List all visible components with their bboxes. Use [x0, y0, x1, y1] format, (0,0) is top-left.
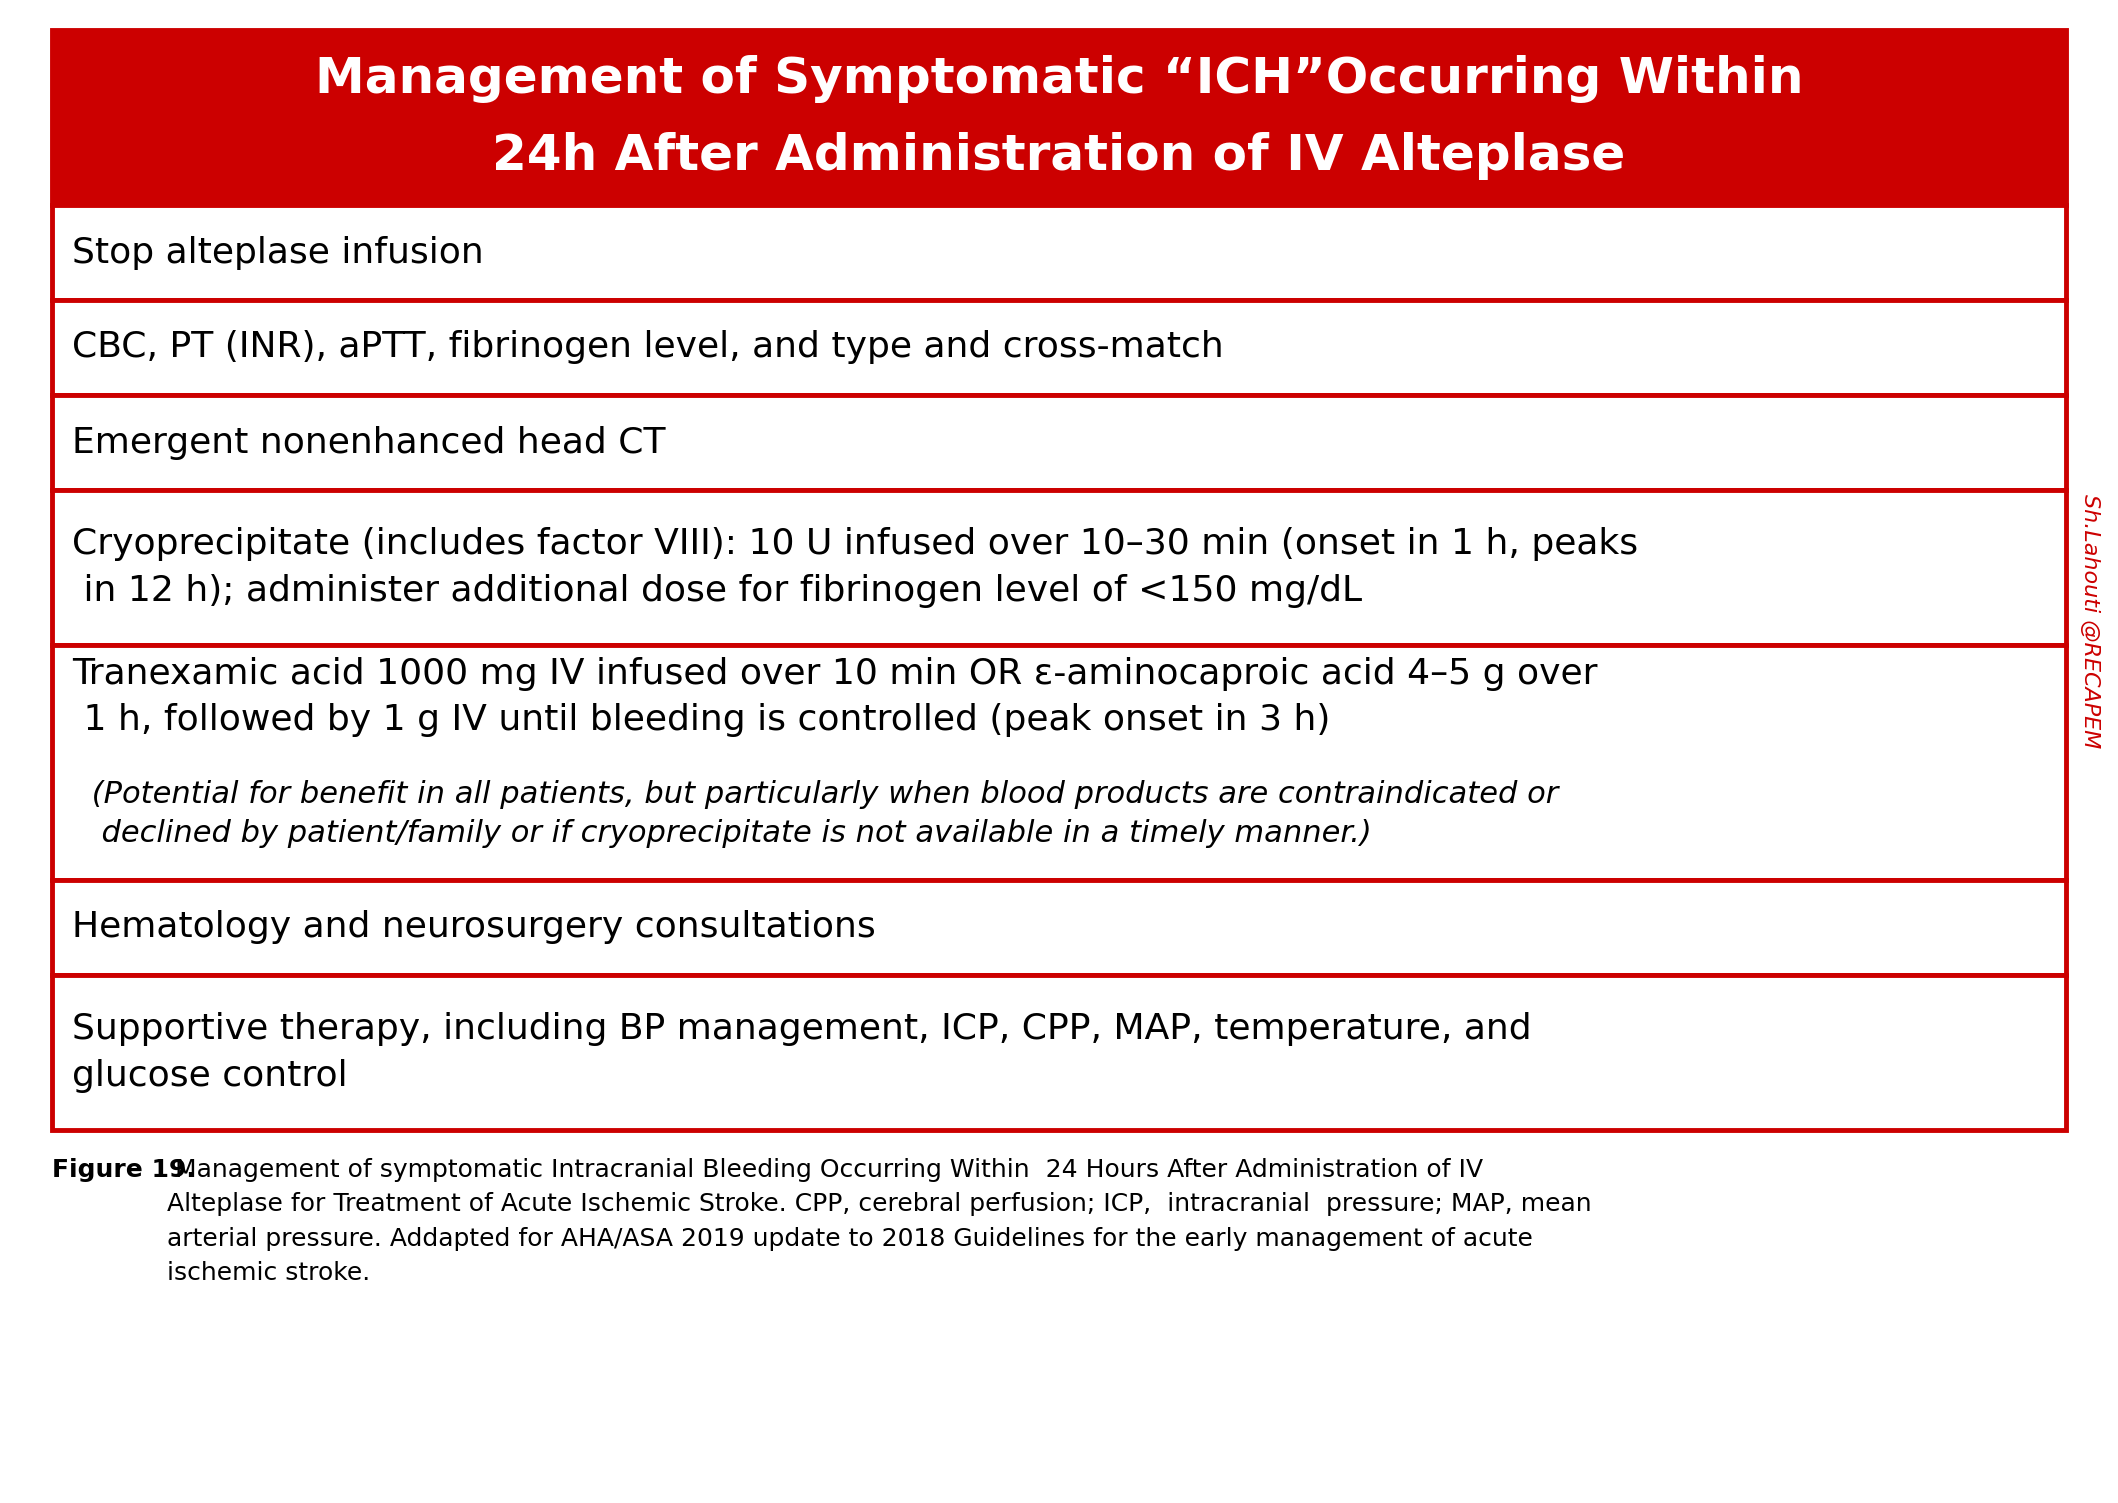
Bar [53, 30, 2065, 204]
Text: Emergent nonenhanced head CT: Emergent nonenhanced head CT [72, 425, 665, 460]
Text: Figure 19.: Figure 19. [53, 1157, 195, 1181]
Bar [53, 395, 2065, 490]
Bar [53, 975, 2065, 1130]
Bar [53, 879, 2065, 975]
Bar [53, 301, 2065, 395]
Bar [53, 490, 2065, 645]
Text: Management of symptomatic Intracranial Bleeding Occurring Within  24 Hours After: Management of symptomatic Intracranial B… [167, 1157, 1591, 1285]
Text: Tranexamic acid 1000 mg IV infused over 10 min OR ε-aminocaproic acid 4–5 g over: Tranexamic acid 1000 mg IV infused over … [72, 657, 1597, 736]
Text: CBC, PT (INR), aPTT, fibrinogen level, and type and cross-match: CBC, PT (INR), aPTT, fibrinogen level, a… [72, 331, 1224, 365]
Text: Stop alteplase infusion: Stop alteplase infusion [72, 236, 483, 269]
Text: 24h After Administration of IV Alteplase: 24h After Administration of IV Alteplase [491, 132, 1627, 180]
Text: Sh.Lahouti @RECAPEM: Sh.Lahouti @RECAPEM [2080, 494, 2101, 748]
Text: Cryoprecipitate (includes factor VIII): 10 U infused over 10–30 min (onset in 1 : Cryoprecipitate (includes factor VIII): … [72, 528, 1637, 607]
Text: Supportive therapy, including BP management, ICP, CPP, MAP, temperature, and
glu: Supportive therapy, including BP managem… [72, 1013, 1531, 1093]
Bar [53, 645, 2065, 879]
Text: Management of Symptomatic “ICH”Occurring Within: Management of Symptomatic “ICH”Occurring… [316, 56, 1802, 104]
Text: (Potential for benefit in all patients, but particularly when blood products are: (Potential for benefit in all patients, … [83, 780, 1559, 848]
Text: Hematology and neurosurgery consultations: Hematology and neurosurgery consultation… [72, 911, 875, 944]
Bar [53, 204, 2065, 301]
